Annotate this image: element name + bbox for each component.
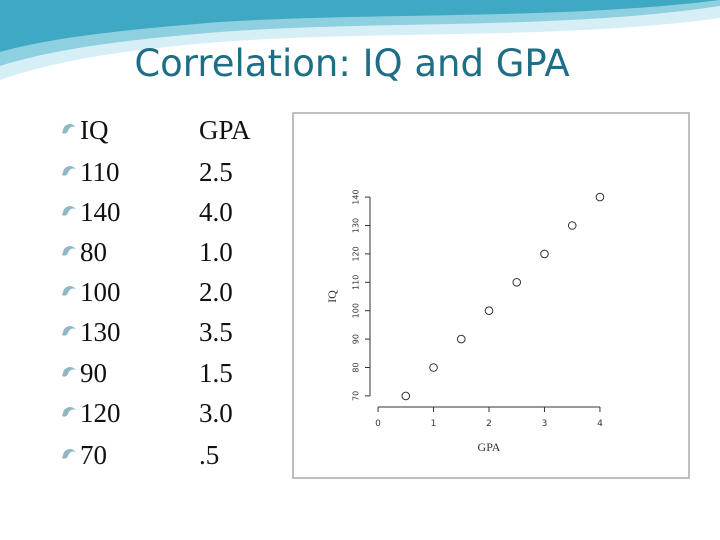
point: [595, 192, 605, 202]
cell: 140: [80, 197, 121, 227]
cell: 80: [80, 237, 107, 267]
y-tick-label: 70: [352, 391, 361, 401]
cell: 4.0: [199, 197, 233, 227]
y-tick-label: 80: [352, 362, 361, 372]
point: [484, 306, 494, 316]
cell: 130: [80, 317, 121, 347]
y-tick-label: 110: [352, 275, 361, 290]
cell: 2.0: [199, 277, 233, 307]
x-tick-label: 3: [542, 419, 548, 429]
point: [401, 391, 411, 401]
y-tick-label: 130: [352, 218, 361, 233]
bullet: [62, 124, 76, 134]
cell: GPA: [199, 115, 251, 145]
bullet: [62, 367, 76, 377]
bullet: [62, 449, 76, 459]
slide-title: Correlation: IQ and GPA: [134, 42, 569, 85]
cell: 1.5: [199, 358, 233, 388]
y-tick-label: 120: [352, 246, 361, 261]
cell: 3.5: [199, 317, 233, 347]
cell: 100: [80, 277, 121, 307]
point: [540, 249, 549, 259]
bullet: [62, 206, 76, 216]
bullet: [62, 246, 76, 256]
bullet: [62, 166, 76, 176]
point: [456, 334, 466, 344]
bullet: [62, 326, 76, 336]
header-band: [0, 0, 720, 52]
cell: 2.5: [199, 157, 233, 187]
x-axis-label: GPA: [478, 440, 501, 454]
cell: 1.0: [199, 237, 233, 267]
x-tick-label: 1: [431, 419, 437, 429]
cell: .5: [199, 440, 219, 470]
y-tick-label: 90: [352, 334, 361, 344]
x-tick-label: 0: [375, 419, 381, 429]
chart-frame: [292, 112, 690, 479]
x-tick-label: 4: [597, 419, 603, 429]
cell: 120: [80, 398, 121, 428]
bullet: [62, 286, 76, 296]
cell: 70: [80, 440, 107, 470]
cell: 3.0: [199, 398, 233, 428]
x-tick-label: 2: [486, 419, 492, 429]
bullet: [62, 407, 76, 417]
y-tick-label: 140: [352, 189, 361, 204]
point: [512, 278, 522, 287]
cell: IQ: [80, 115, 109, 145]
y-tick-label: 100: [352, 303, 361, 318]
cell: 90: [80, 358, 107, 388]
cell: 110: [80, 157, 120, 187]
point: [429, 363, 438, 372]
point: [567, 221, 577, 230]
y-axis-label: IQ: [325, 290, 339, 303]
